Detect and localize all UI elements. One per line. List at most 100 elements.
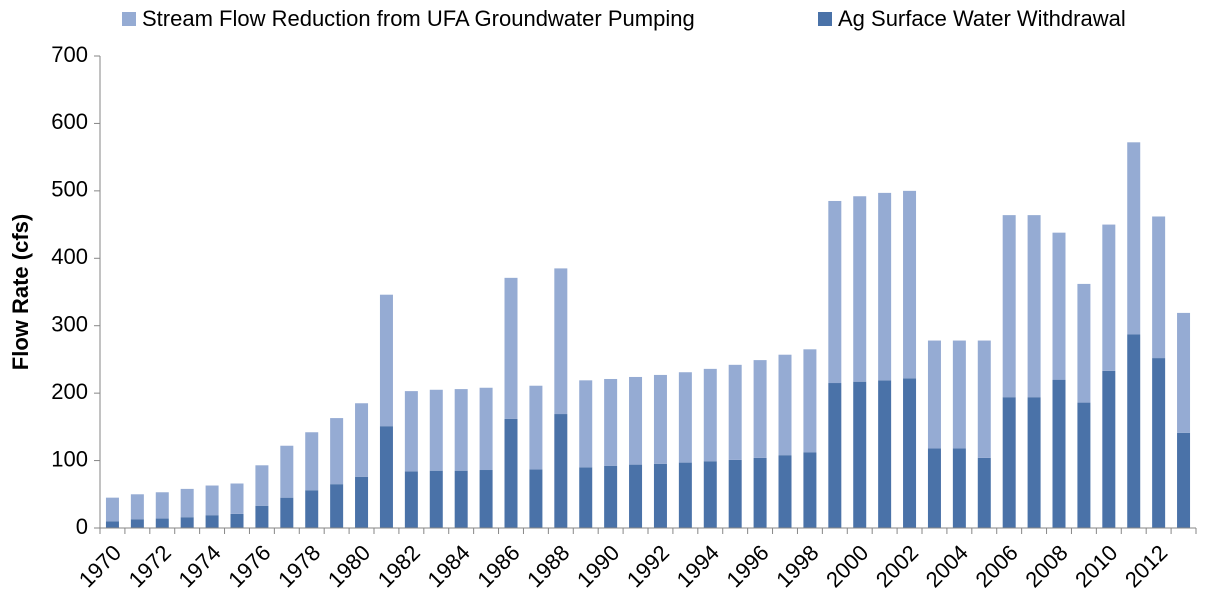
bar-segment <box>629 464 643 528</box>
bar-segment <box>330 418 344 485</box>
bar-segment <box>728 459 742 528</box>
bar-segment <box>379 294 393 427</box>
bar-segment <box>977 457 991 528</box>
bar-segment <box>1127 142 1141 335</box>
bar-segment <box>1027 397 1041 528</box>
bar-segment <box>903 378 917 528</box>
bar-segment <box>429 470 443 528</box>
bar-segment <box>952 340 966 449</box>
x-tick-label: 2008 <box>1020 540 1072 592</box>
y-axis-title: Flow Rate (cfs) <box>8 214 33 370</box>
bar-segment <box>105 497 119 522</box>
y-tick-label: 100 <box>51 446 88 471</box>
x-tick-label: 1986 <box>472 540 524 592</box>
bar-segment <box>255 505 269 528</box>
bar-segment <box>280 445 294 498</box>
bar-segment <box>604 465 618 528</box>
bar-segment <box>853 381 867 528</box>
bar-segment <box>753 457 767 528</box>
bar-segment <box>878 380 892 528</box>
bar-segment <box>952 448 966 528</box>
legend-swatch <box>122 12 136 26</box>
bar-segment <box>653 463 667 528</box>
bar-segment <box>703 368 717 462</box>
x-tick-label: 1994 <box>672 540 724 592</box>
x-tick-label: 1980 <box>323 540 375 592</box>
y-tick-label: 600 <box>51 109 88 134</box>
bar-segment <box>305 490 319 528</box>
bar-segment <box>828 200 842 384</box>
x-tick-label: 1974 <box>173 540 225 592</box>
bar-segment <box>355 403 369 477</box>
bar-segment <box>1077 283 1091 403</box>
bar-segment <box>604 378 618 466</box>
x-tick-label: 2010 <box>1070 540 1122 592</box>
bar-segment <box>579 467 593 528</box>
x-tick-label: 1996 <box>721 540 773 592</box>
bar-segment <box>130 494 144 520</box>
x-tick-label: 1988 <box>522 540 574 592</box>
bar-segment <box>653 374 667 464</box>
bar-segment <box>305 432 319 491</box>
bar-segment <box>728 364 742 460</box>
bar-segment <box>1102 370 1116 528</box>
bar-segment <box>927 448 941 528</box>
bar-segment <box>853 196 867 382</box>
bar-segment <box>105 521 119 528</box>
bar-segment <box>927 340 941 449</box>
bar-segment <box>529 385 543 470</box>
y-tick-label: 400 <box>51 244 88 269</box>
y-tick-label: 500 <box>51 177 88 202</box>
bar-segment <box>1127 334 1141 528</box>
x-tick-label: 1976 <box>223 540 275 592</box>
bar-segment <box>479 387 493 471</box>
bar-segment <box>554 268 568 415</box>
bar-segment <box>404 471 418 528</box>
bar-segment <box>1152 216 1166 359</box>
y-tick-label: 300 <box>51 312 88 337</box>
bar-segment <box>1027 215 1041 398</box>
x-tick-label: 2006 <box>971 540 1023 592</box>
bar-segment <box>504 277 518 419</box>
bar-segment <box>1077 402 1091 528</box>
bar-segment <box>479 470 493 528</box>
y-tick-label: 200 <box>51 379 88 404</box>
bar-segment <box>828 383 842 528</box>
x-tick-label: 1978 <box>273 540 325 592</box>
bar-segment <box>379 426 393 528</box>
bar-segment <box>1102 224 1116 371</box>
x-tick-label: 1984 <box>423 540 475 592</box>
bar-segment <box>330 484 344 528</box>
bar-segment <box>803 349 817 453</box>
bar-segment <box>429 389 443 471</box>
bar-segment <box>753 360 767 458</box>
x-tick-label: 2000 <box>821 540 873 592</box>
x-tick-label: 2004 <box>921 540 973 592</box>
bar-segment <box>678 462 692 528</box>
y-tick-label: 700 <box>51 42 88 67</box>
bar-segment <box>579 380 593 468</box>
bar-segment <box>903 190 917 379</box>
x-tick-label: 1982 <box>373 540 425 592</box>
bar-segment <box>1177 312 1191 433</box>
x-tick-label: 1998 <box>771 540 823 592</box>
bar-segment <box>180 517 194 528</box>
bar-segment <box>504 418 518 528</box>
bar-segment <box>554 414 568 528</box>
bar-segment <box>155 518 169 528</box>
bar-segment <box>255 465 269 506</box>
bar-segment <box>703 461 717 528</box>
bar-segment <box>454 389 468 471</box>
bar-segment <box>1177 432 1191 528</box>
bar-segment <box>155 492 169 519</box>
bar-segment <box>1152 358 1166 528</box>
x-tick-label: 2012 <box>1120 540 1172 592</box>
x-tick-label: 1990 <box>572 540 624 592</box>
bar-segment <box>205 485 219 516</box>
bar-segment <box>1002 397 1016 528</box>
x-tick-label: 2002 <box>871 540 923 592</box>
bar-segment <box>130 519 144 528</box>
bar-segment <box>1052 232 1066 380</box>
bar-segment <box>778 455 792 528</box>
